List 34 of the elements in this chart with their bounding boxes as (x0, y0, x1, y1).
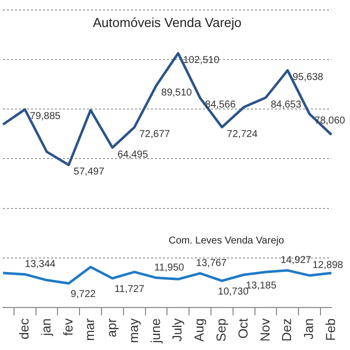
data-label: 95,638 (292, 72, 324, 84)
text: Com. Leves Venda Varejo (168, 235, 284, 246)
data-label: 64,495 (117, 149, 148, 160)
x-tick-label: Aug (192, 318, 207, 342)
data-label: 10,730 (218, 286, 249, 298)
data-label: 13,767 (196, 258, 228, 270)
x-tick-label: mar (82, 318, 98, 341)
x-tick-label: may (126, 318, 141, 343)
x-tick-label: Oct (235, 318, 250, 339)
data-label: 12,898 (312, 260, 344, 272)
data-label: 13,344 (24, 259, 56, 270)
data-label: 9,722 (70, 289, 96, 300)
data-label: 11,727 (114, 284, 145, 296)
x-tick-label: jan (38, 318, 54, 337)
data-label: 11,950 (154, 262, 185, 274)
x-tick-label: July (170, 318, 185, 342)
x-tick-label: apr (104, 318, 120, 338)
x-tick-label: Feb (322, 318, 338, 341)
text: Automóveis Venda Varejo (92, 14, 242, 30)
data-label: 72,724 (226, 128, 258, 140)
x-tick-label: june (148, 318, 163, 344)
x-tick-label: Nov (257, 318, 272, 342)
data-label: 84,653 (270, 99, 302, 110)
x-tick-label: fev (60, 318, 76, 336)
x-tick-label: Sep (214, 318, 229, 342)
data-label: 72,677 (139, 129, 170, 140)
x-tick-label: Jan (301, 318, 316, 340)
data-label: 102,510 (183, 55, 220, 66)
data-label: 14,927 (280, 255, 312, 266)
data-label: 57,497 (74, 166, 105, 178)
data-label: 89,510 (161, 87, 192, 98)
x-tick-label: Dez (279, 318, 294, 342)
data-label: 79,885 (30, 111, 61, 122)
x-tick-label: dec (16, 318, 32, 340)
